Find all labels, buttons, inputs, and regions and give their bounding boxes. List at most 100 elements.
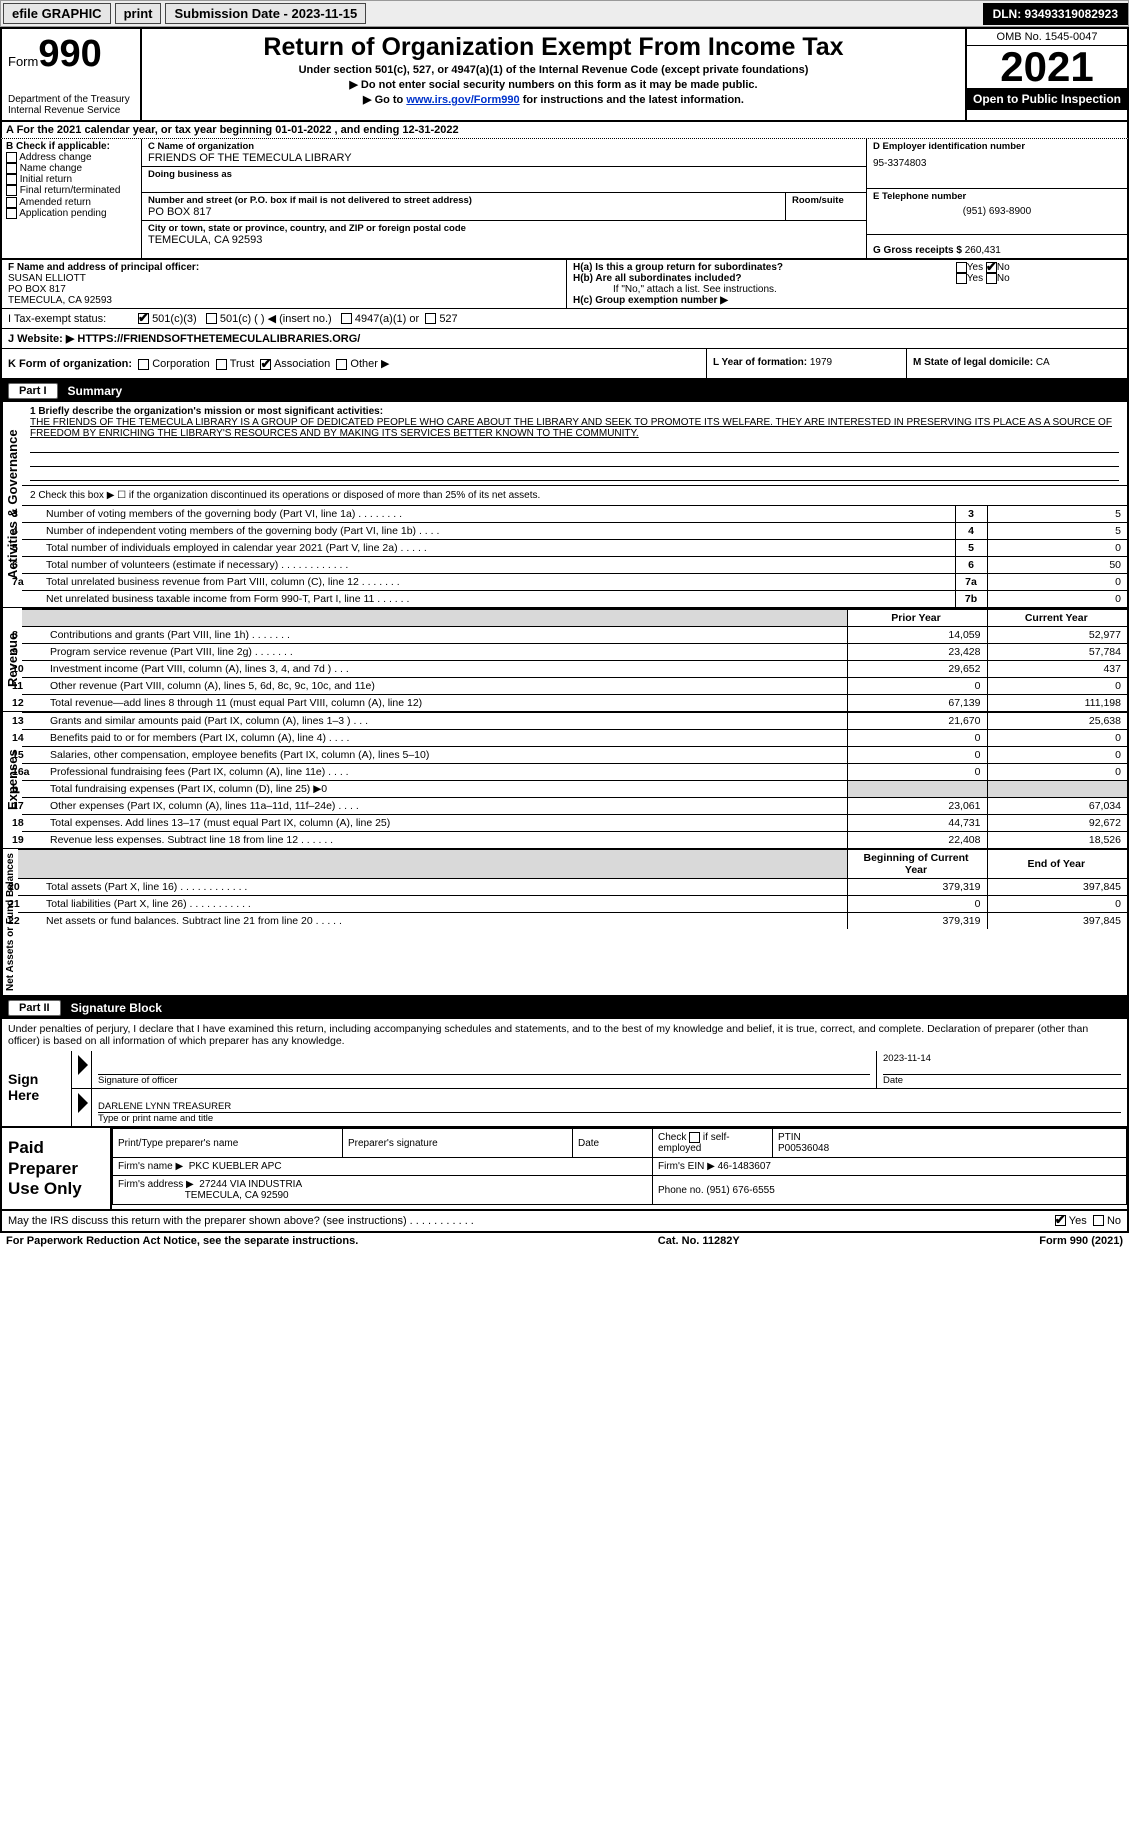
table-row: 4Number of independent voting members of… <box>22 523 1127 540</box>
discuss-row: May the IRS discuss this return with the… <box>0 1211 1129 1233</box>
officer-typed-name: DARLENE LYNN TREASURER <box>98 1091 1121 1113</box>
efile-topbar: efile GRAPHIC print Submission Date - 20… <box>0 0 1129 27</box>
cb-501c[interactable] <box>206 313 217 324</box>
org-name: FRIENDS OF THE TEMECULA LIBRARY <box>148 152 860 164</box>
phone-value: (951) 693-8900 <box>873 206 1121 217</box>
table-row: 20Total assets (Part X, line 16) . . . .… <box>18 879 1127 896</box>
governance-table: 3Number of voting members of the governi… <box>22 505 1127 607</box>
discuss-no[interactable] <box>1093 1215 1104 1226</box>
gross-receipts: 260,431 <box>965 245 1001 256</box>
table-row: 9Program service revenue (Part VIII, lin… <box>22 644 1127 661</box>
sign-here-block: Sign Here Signature of officer 2023-11-1… <box>0 1051 1129 1128</box>
vert-governance: Activities & Governance <box>2 402 22 607</box>
table-row: 19Revenue less expenses. Subtract line 1… <box>22 832 1127 849</box>
cb-initial-return[interactable]: Initial return <box>6 174 137 185</box>
cb-association[interactable] <box>260 359 271 370</box>
city-state-zip: TEMECULA, CA 92593 <box>148 234 860 246</box>
table-row: 13Grants and similar amounts paid (Part … <box>22 713 1127 730</box>
prior-current-header: Prior Year Current Year <box>22 609 1127 627</box>
cb-application-pending[interactable]: Application pending <box>6 208 137 219</box>
state-domicile: CA <box>1036 357 1050 368</box>
ptin: P00536048 <box>778 1143 829 1154</box>
firm-name: PKC KUEBLER APC <box>189 1161 282 1172</box>
cb-amended[interactable]: Amended return <box>6 197 137 208</box>
ha-no[interactable] <box>986 262 997 273</box>
firm-phone: (951) 676-6555 <box>706 1185 774 1196</box>
firm-addr2: TEMECULA, CA 92590 <box>185 1190 289 1201</box>
table-row: 10Investment income (Part VIII, column (… <box>22 661 1127 678</box>
year-formation: 1979 <box>810 357 832 368</box>
cb-self-employed[interactable] <box>689 1132 700 1143</box>
table-row: 11Other revenue (Part VIII, column (A), … <box>22 678 1127 695</box>
penalties-text: Under penalties of perjury, I declare th… <box>0 1019 1129 1051</box>
hb-no[interactable] <box>986 273 997 284</box>
cb-other[interactable] <box>336 359 347 370</box>
table-row: 22Net assets or fund balances. Subtract … <box>18 913 1127 930</box>
cb-501c3[interactable] <box>138 313 149 324</box>
cb-trust[interactable] <box>216 359 227 370</box>
firm-ein: 46-1483607 <box>718 1161 771 1172</box>
table-row: 14Benefits paid to or for members (Part … <box>22 730 1127 747</box>
ein-value: 95-3374803 <box>873 158 1121 169</box>
cb-name-change[interactable]: Name change <box>6 163 137 174</box>
street-address: PO BOX 817 <box>148 206 779 218</box>
section-f-h: F Name and address of principal officer:… <box>0 260 1129 309</box>
arrow-icon <box>78 1093 88 1113</box>
mission-text: THE FRIENDS OF THE TEMECULA LIBRARY IS A… <box>30 417 1119 439</box>
table-row: 7aTotal unrelated business revenue from … <box>22 574 1127 591</box>
line-a-tax-year: A For the 2021 calendar year, or tax yea… <box>0 122 1129 139</box>
arrow-icon <box>78 1055 88 1075</box>
col-c-org-info: C Name of organization FRIENDS OF THE TE… <box>142 139 867 258</box>
vert-expenses: Expenses <box>2 712 22 848</box>
cb-527[interactable] <box>425 313 436 324</box>
print-button[interactable]: print <box>115 3 162 24</box>
sign-date: 2023-11-14 <box>883 1053 1121 1075</box>
expenses-table: 13Grants and similar amounts paid (Part … <box>22 712 1127 848</box>
h-c-exemption: H(c) Group exemption number ▶ <box>573 295 1121 306</box>
subtitle-3: ▶ Go to www.irs.gov/Form990 for instruct… <box>148 93 959 106</box>
sign-here-label: Sign Here <box>2 1051 72 1126</box>
table-row: 5Total number of individuals employed in… <box>22 540 1127 557</box>
table-row: 6Total number of volunteers (estimate if… <box>22 557 1127 574</box>
part-i-body: Activities & Governance 1 Briefly descri… <box>0 402 1129 997</box>
cb-final-return[interactable]: Final return/terminated <box>6 185 137 196</box>
col-b-checkboxes: B Check if applicable: Address change Na… <box>2 139 142 258</box>
ha-yes[interactable] <box>956 262 967 273</box>
table-row: 21Total liabilities (Part X, line 26) . … <box>18 896 1127 913</box>
paid-preparer-block: Paid Preparer Use Only Print/Type prepar… <box>0 1128 1129 1211</box>
part-ii-header: Part II Signature Block <box>0 997 1129 1019</box>
table-row: 15Salaries, other compensation, employee… <box>22 747 1127 764</box>
col-d-info: D Employer identification number 95-3374… <box>867 139 1127 258</box>
table-row: 12Total revenue—add lines 8 through 11 (… <box>22 695 1127 712</box>
table-row: 17Other expenses (Part IX, column (A), l… <box>22 798 1127 815</box>
cb-4947[interactable] <box>341 313 352 324</box>
line-i-tax-exempt: I Tax-exempt status: 501(c)(3) 501(c) ( … <box>0 309 1129 329</box>
line-k-l-m: K Form of organization: Corporation Trus… <box>0 349 1129 380</box>
discuss-yes[interactable] <box>1055 1215 1066 1226</box>
cb-address-change[interactable]: Address change <box>6 152 137 163</box>
open-to-public: Open to Public Inspection <box>967 88 1127 110</box>
form-title: Return of Organization Exempt From Incom… <box>148 33 959 62</box>
line-2-check: 2 Check this box ▶ ☐ if the organization… <box>22 485 1127 505</box>
hb-yes[interactable] <box>956 273 967 284</box>
vert-revenue: Revenue <box>2 608 22 711</box>
submission-date: Submission Date - 2023-11-15 <box>165 3 366 24</box>
form-header: Form990 Department of the Treasury Inter… <box>0 27 1129 122</box>
h-b-subordinates: H(b) Are all subordinates included? Yes … <box>573 273 1121 284</box>
h-a-group-return: H(a) Is this a group return for subordin… <box>573 262 1121 273</box>
table-row: bTotal fundraising expenses (Part IX, co… <box>22 781 1127 798</box>
officer-addr1: PO BOX 817 <box>8 284 560 295</box>
paid-preparer-table: Print/Type preparer's name Preparer's si… <box>112 1128 1127 1205</box>
firm-addr1: 27244 VIA INDUSTRIA <box>199 1179 302 1190</box>
efile-label: efile GRAPHIC <box>3 3 111 24</box>
cb-corporation[interactable] <box>138 359 149 370</box>
line-j-website: J Website: ▶ HTTPS://FRIENDSOFTHETEMECUL… <box>0 329 1129 349</box>
tax-year: 2021 <box>967 46 1127 88</box>
table-row: 8Contributions and grants (Part VIII, li… <box>22 627 1127 644</box>
revenue-table: Prior Year Current Year 8Contributions a… <box>22 608 1127 711</box>
subtitle-2: ▶ Do not enter social security numbers o… <box>148 78 959 91</box>
table-row: 18Total expenses. Add lines 13–17 (must … <box>22 815 1127 832</box>
irs-link[interactable]: www.irs.gov/Form990 <box>406 94 519 106</box>
irs-label: Internal Revenue Service <box>8 105 134 116</box>
table-row: Net unrelated business taxable income fr… <box>22 591 1127 608</box>
